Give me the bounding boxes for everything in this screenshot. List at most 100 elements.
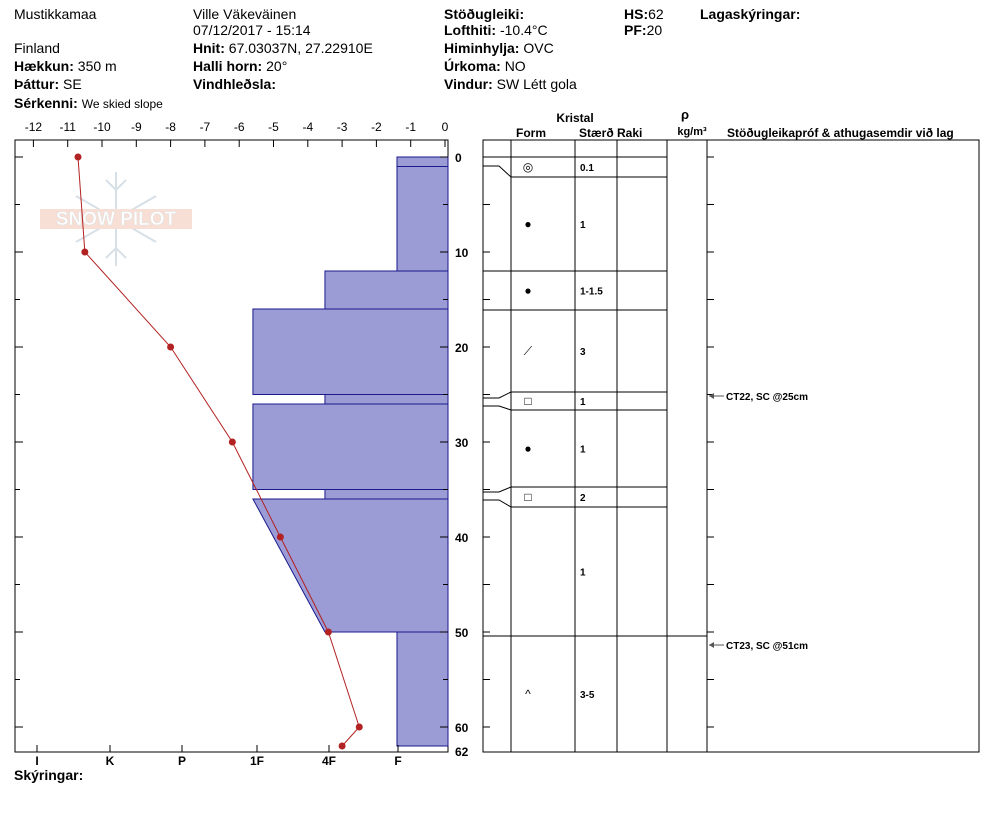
sky-value: OVC [523, 40, 554, 56]
moisture-header: Raki [617, 126, 642, 140]
temperature-point [228, 438, 236, 446]
density-unit: kg/m³ [677, 126, 707, 138]
temperature-tick-label: -10 [93, 120, 111, 134]
features-value: We skied slope [81, 97, 163, 111]
observer-name: Ville Väkeväinen [193, 6, 297, 22]
slope-label: Halli horn: [193, 58, 263, 74]
hs-row: HS:62 [624, 6, 664, 22]
features-label: Sérkenni: [14, 95, 78, 111]
temperature-point [355, 723, 363, 731]
hardness-bar [252, 403, 449, 490]
stability-test-label: CT22, SC @25cm [726, 392, 808, 403]
temperature-tick-label: -2 [371, 120, 382, 134]
form-header: Form [516, 126, 546, 140]
temperature-tick-label: -8 [165, 120, 176, 134]
grain-size-value: 1 [580, 568, 586, 579]
temperature-tick-label: -9 [131, 120, 142, 134]
hardness-tick-label: F [394, 754, 401, 768]
grain-form-symbol: ⟋ [524, 344, 533, 358]
grain-size-value: 1 [580, 445, 586, 456]
air-temp-row: Lofthiti: -10.4°C [444, 22, 548, 38]
grain-size-value: 1-1.5 [580, 287, 603, 298]
watermark-text: SNOW PILOT [56, 209, 177, 230]
depth-tick-label: 50 [455, 626, 469, 640]
hardness-bar [252, 498, 449, 633]
pf-row: PF:20 [624, 22, 662, 38]
hardness-tick-label: P [178, 754, 186, 768]
slope-row: Halli horn: 20° [193, 58, 287, 74]
hardness-bar [324, 489, 449, 500]
layers-table-body: ◎ 0.1 ● 1 ● 1-1.5 ⟋ 3 □ 1 ● 1 □ 2 1 ^ 3-5 CT22, SC @25cm C… [483, 156, 808, 701]
air-temp-label: Lofthiti: [444, 22, 497, 38]
temperature-tick-label: -11 [59, 120, 76, 134]
temperature-point [167, 343, 175, 351]
depth-tick-label: 0 [455, 151, 462, 165]
hardness-tick-label: K [106, 754, 115, 768]
hardness-bar [324, 270, 449, 310]
layer-connector [483, 499, 512, 508]
stability-test-label: CT23, SC @51cm [726, 641, 808, 652]
grain-size-value: 2 [580, 493, 586, 504]
wind-value: SW Létt gola [496, 76, 577, 92]
footer-notes-label: Skýringar: [14, 767, 84, 783]
crystal-header: Kristal [556, 111, 593, 125]
coords-value: 67.03037N, 27.22910E [228, 40, 373, 56]
grain-form-symbol: ● [524, 284, 531, 298]
wind-loading-label: Vindhleðsla: [193, 76, 276, 92]
layer-connector [483, 405, 512, 411]
slope-value: 20° [266, 58, 288, 74]
grain-size-value: 0.1 [580, 163, 594, 174]
temperature-tick-label: -7 [200, 120, 211, 134]
temperature-point [338, 742, 346, 750]
country-name: Finland [14, 40, 60, 56]
pf-value: 20 [646, 22, 663, 38]
watermark-band [40, 209, 192, 229]
grain-form-symbol: ^ [525, 687, 531, 701]
observation-datetime: 07/12/2017 - 15:14 [193, 22, 311, 38]
layer-connector [483, 486, 512, 493]
hardness-bars [252, 156, 449, 747]
test-arrow-head [709, 642, 714, 648]
grain-size-value: 1 [580, 220, 586, 231]
hardness-bar [396, 631, 449, 747]
precip-value: NO [504, 58, 526, 74]
hardness-bar [324, 394, 449, 405]
temperature-tick-label: 0 [442, 120, 449, 134]
grain-form-symbol: ● [524, 442, 531, 456]
depth-tick-label: 30 [455, 436, 469, 450]
depth-tick-label: 10 [455, 246, 469, 260]
hardness-tick-label: I [35, 754, 38, 768]
temperature-profile [74, 153, 363, 750]
aspect-row: Þáttur: SE [14, 76, 82, 92]
elevation-value: 350 m [77, 58, 117, 74]
layer-connector [483, 391, 512, 399]
hs-label: HS: [624, 6, 649, 22]
location-name: Mustikkamaa [14, 6, 97, 22]
wind-row: Vindur: SW Létt gola [444, 76, 577, 92]
size-header: Stærð [579, 126, 614, 140]
features-row: Sérkenni: We skied slope [14, 95, 163, 112]
test-arrow-head [709, 393, 714, 399]
wind-label: Vindur: [444, 76, 493, 92]
aspect-value: SE [63, 76, 82, 92]
layer-notes-label: Lagaskýringar: [700, 6, 801, 22]
hs-value: 62 [648, 6, 664, 22]
temperature-line [77, 156, 360, 747]
stability-label: Stöðugleiki: [444, 6, 525, 22]
tests-header: Stöðugleikapróf & athugasemdir við lag [727, 126, 954, 140]
hardness-tick-label: 1F [250, 754, 264, 768]
temperature-point [81, 248, 89, 256]
grain-form-symbol: ◎ [523, 160, 533, 174]
depth-tick-label: 60 [455, 721, 469, 735]
hardness-axis: I K P 1F 4F F [35, 745, 402, 768]
grain-form-symbol: □ [524, 394, 531, 408]
grain-form-symbol: □ [524, 490, 531, 504]
hardness-tick-label: 4F [322, 754, 336, 768]
temperature-tick-label: -1 [405, 120, 416, 134]
layers-table-frame [482, 139, 980, 753]
snowpilot-watermark: SNOW PILOT [40, 172, 192, 266]
sky-row: Himinhylja: OVC [444, 40, 554, 56]
coords-label: Hnit: [193, 40, 225, 56]
grain-form-symbol: ● [524, 217, 531, 231]
hardness-bar [396, 156, 449, 167]
